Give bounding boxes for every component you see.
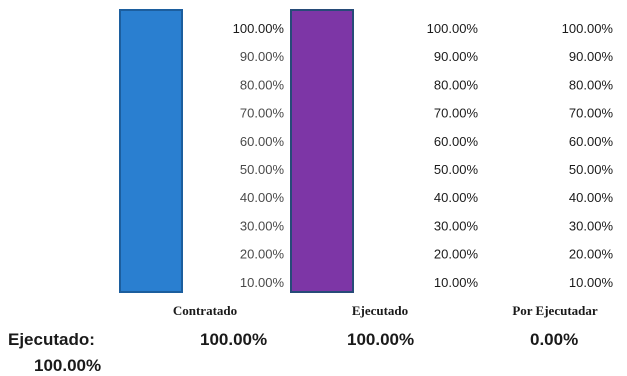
tick-label-ejecutado-7: 30.00%: [434, 218, 479, 233]
bar-contratado: [119, 9, 183, 293]
tick-label-por-ejecutadar-6: 40.00%: [569, 190, 614, 205]
tick-label-por-ejecutadar-9: 10.00%: [569, 275, 614, 290]
tick-label-ejecutado-9: 10.00%: [434, 275, 479, 290]
tick-label-por-ejecutadar-0: 100.00%: [562, 21, 614, 36]
tick-label-contratado-2: 80.00%: [240, 77, 285, 92]
category-label-por-ejecutadar: Por Ejecutadar: [512, 303, 598, 318]
tick-label-ejecutado-0: 100.00%: [427, 21, 479, 36]
tick-label-contratado-0: 100.00%: [233, 21, 285, 36]
tick-label-por-ejecutadar-7: 30.00%: [569, 218, 614, 233]
tick-label-contratado-1: 90.00%: [240, 49, 285, 64]
tick-label-ejecutado-6: 40.00%: [434, 190, 479, 205]
tick-label-ejecutado-8: 20.00%: [434, 247, 479, 262]
tick-label-por-ejecutadar-4: 60.00%: [569, 134, 614, 149]
category-value-contratado: 100.00%: [200, 330, 268, 349]
tick-label-ejecutado-3: 70.00%: [434, 106, 479, 121]
summary-label: Ejecutado:: [8, 330, 95, 349]
tick-label-por-ejecutadar-1: 90.00%: [569, 49, 614, 64]
tick-label-contratado-8: 20.00%: [240, 247, 285, 262]
tick-label-contratado-7: 30.00%: [240, 218, 285, 233]
tick-label-ejecutado-4: 60.00%: [434, 134, 479, 149]
tick-label-contratado-5: 50.00%: [240, 162, 285, 177]
category-label-contratado: Contratado: [172, 303, 238, 318]
category-value-ejecutado: 100.00%: [347, 330, 415, 349]
bar-ejecutado: [290, 9, 354, 293]
category-label-ejecutado: Ejecutado: [351, 303, 409, 318]
tick-label-por-ejecutadar-3: 70.00%: [569, 106, 614, 121]
tick-label-contratado-9: 10.00%: [240, 275, 285, 290]
tick-label-ejecutado-1: 90.00%: [434, 49, 479, 64]
tick-label-contratado-6: 40.00%: [240, 190, 285, 205]
category-value-por-ejecutadar: 0.00%: [530, 330, 579, 349]
tick-label-por-ejecutadar-2: 80.00%: [569, 77, 614, 92]
tick-label-por-ejecutadar-8: 20.00%: [569, 247, 614, 262]
tick-label-por-ejecutadar-5: 50.00%: [569, 162, 614, 177]
tick-label-ejecutado-5: 50.00%: [434, 162, 479, 177]
summary-value: 100.00%: [34, 356, 102, 375]
tick-label-ejecutado-2: 80.00%: [434, 77, 479, 92]
tick-label-contratado-3: 70.00%: [240, 106, 285, 121]
tick-label-contratado-4: 60.00%: [240, 134, 285, 149]
